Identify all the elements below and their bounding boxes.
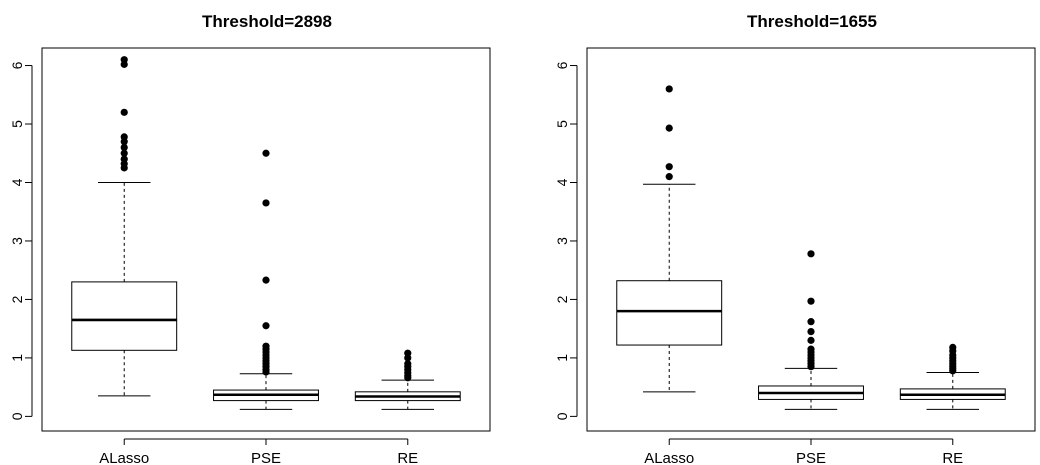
- right-outlier-point: [665, 124, 673, 132]
- left-x-tick-label: RE: [397, 450, 418, 465]
- right-y-tick-label: 0: [554, 412, 570, 420]
- right-outlier-point: [807, 318, 815, 326]
- right-plot-frame: [586, 47, 1036, 432]
- left-plot-frame: [41, 47, 491, 432]
- left-outlier-point: [120, 133, 128, 141]
- left-outlier-point: [120, 143, 128, 152]
- left-y-tick-label: 5: [9, 120, 25, 128]
- left-outlier-point: [120, 155, 128, 163]
- right-y-tick-label: 1: [554, 354, 570, 362]
- left-y-tick-label: 6: [9, 61, 25, 69]
- right-panel-marks: 0 1 2 3 4 5 6 ALasso PSE RE: [554, 61, 1006, 465]
- left-outlier-point: [120, 149, 128, 157]
- left-y-tick-label: 3: [9, 237, 25, 245]
- right-panel-title: Threshold=1655: [747, 12, 877, 31]
- left-outlier-point: [262, 149, 270, 157]
- left-boxplot-panel: Threshold=2898 0 1 2 3 4 5 6 ALasso PSE RE: [9, 12, 491, 465]
- left-box-alasso: [71, 281, 178, 351]
- left-x-tick-label: ALasso: [99, 450, 149, 465]
- right-y-tick-label: 3: [554, 237, 570, 245]
- right-outlier-point: [807, 336, 815, 344]
- left-y-tick-label: 2: [9, 295, 25, 303]
- left-outlier-point: [120, 56, 128, 64]
- right-y-tick-label: 6: [554, 61, 570, 69]
- right-box-alasso: [616, 280, 723, 346]
- right-outlier-point: [807, 297, 815, 305]
- right-y-tick-label: 5: [554, 120, 570, 128]
- left-panel-marks: 0 1 2 3 4 5 6 ALasso PSE RE: [9, 56, 461, 465]
- right-outlier-point: [665, 163, 673, 171]
- left-y-tick-label: 4: [9, 178, 25, 186]
- left-x-tick-label: PSE: [251, 450, 281, 465]
- right-y-tick-label: 4: [554, 178, 570, 186]
- left-outlier-point: [262, 342, 270, 350]
- left-outlier-point: [262, 276, 270, 284]
- right-x-tick-label: PSE: [796, 450, 826, 465]
- right-y-tick-label: 2: [554, 295, 570, 303]
- right-outlier-point: [665, 85, 673, 93]
- left-y-tick-label: 0: [9, 412, 25, 420]
- right-boxplot-panel: Threshold=1655 0 1 2 3 4 5 6 ALasso PSE RE: [554, 12, 1036, 465]
- left-outlier-point: [404, 360, 412, 368]
- right-x-tick-label: RE: [942, 450, 963, 465]
- left-y-tick-label: 1: [9, 354, 25, 362]
- right-outlier-point: [665, 173, 673, 181]
- left-outlier-point: [262, 322, 270, 330]
- left-outlier-point: [120, 108, 128, 116]
- right-outlier-point: [949, 343, 957, 351]
- left-outlier-point: [262, 199, 270, 207]
- right-x-tick-label: ALasso: [644, 450, 694, 465]
- right-outlier-point: [807, 250, 815, 258]
- left-outlier-point: [404, 349, 412, 357]
- left-panel-title: Threshold=2898: [202, 12, 332, 31]
- right-outlier-point: [807, 327, 815, 336]
- right-outlier-point: [807, 345, 815, 353]
